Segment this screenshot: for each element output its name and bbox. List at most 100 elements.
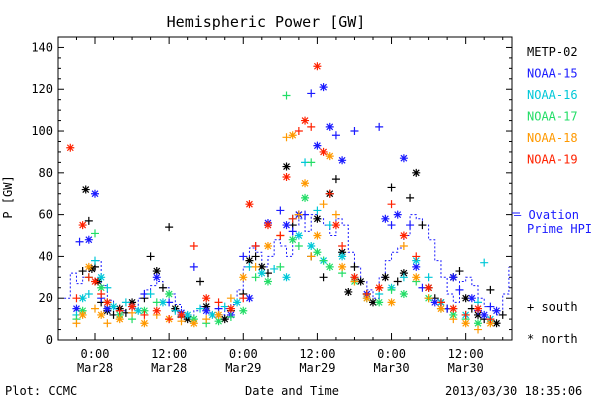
data-point-north — [412, 262, 421, 271]
data-point-north — [97, 283, 106, 292]
x-tick-date-label: Mar28 — [151, 361, 187, 375]
data-point-north — [78, 221, 87, 230]
data-point-north — [381, 214, 390, 223]
data-point-north — [486, 319, 495, 328]
data-point-south — [226, 313, 235, 322]
data-point-north — [84, 262, 93, 271]
data-point-north — [399, 231, 408, 240]
south-marker-label: + south — [527, 300, 578, 314]
x-tick-time-label: 12:00 — [448, 347, 484, 361]
data-point-north — [474, 319, 483, 328]
x-tick-date-label: Mar30 — [373, 361, 409, 375]
data-point-south — [202, 315, 211, 324]
data-point-north — [115, 315, 124, 324]
data-point-north — [467, 294, 476, 303]
data-point-south — [251, 262, 260, 271]
legend-entry-noaa-15: NOAA-15 — [527, 67, 578, 81]
legend: METP-02 NOAA-15 NOAA-16 NOAA-17 NOAA-18 NOAA-… — [512, 45, 578, 214]
data-point-south — [226, 294, 235, 303]
data-point-south — [276, 206, 285, 215]
data-point-south — [325, 189, 334, 198]
data-point-north — [239, 306, 248, 315]
data-point-north — [301, 193, 310, 202]
data-point-north — [288, 235, 297, 244]
data-point-north — [165, 290, 174, 299]
data-point-north — [282, 273, 291, 282]
data-point-north — [362, 294, 371, 303]
data-point-south — [455, 267, 464, 276]
data-point-north — [369, 298, 377, 307]
data-point-south — [140, 310, 149, 319]
data-point-north — [325, 262, 334, 271]
data-point-south — [424, 273, 433, 282]
data-point-south — [307, 122, 316, 131]
north-marker-label: * north — [527, 332, 578, 346]
legend-entry-noaa-19: NOAA-19 — [527, 153, 578, 167]
data-point-south — [418, 221, 427, 230]
data-point-north — [202, 306, 211, 315]
series-noaa-19 — [66, 62, 495, 324]
data-point-north — [344, 287, 353, 296]
data-point-south — [91, 229, 99, 238]
data-point-south — [270, 264, 279, 273]
plot-frame — [57, 36, 513, 341]
data-point-north — [128, 302, 137, 311]
data-point-north — [152, 273, 161, 282]
series-noaa-17 — [72, 91, 483, 328]
data-point-north — [84, 235, 93, 244]
data-point-south — [350, 127, 359, 136]
y-tick-label: 80 — [39, 166, 53, 180]
x-tick-date-label: Mar30 — [448, 361, 484, 375]
data-point-south — [480, 258, 489, 267]
x-tick-time-label: 12:00 — [151, 347, 187, 361]
series-noaa-18 — [72, 131, 495, 334]
data-point-south — [486, 302, 495, 311]
y-tick-label: 0 — [46, 333, 53, 347]
data-point-south — [84, 290, 93, 299]
data-point-north — [91, 277, 99, 286]
data-point-south — [393, 277, 402, 286]
data-point-north — [202, 302, 211, 311]
data-point-south — [399, 241, 408, 250]
data-point-south — [331, 131, 340, 140]
data-point-south — [84, 216, 93, 225]
data-point-south — [239, 252, 248, 261]
data-point-south — [338, 241, 347, 250]
data-point-south — [196, 277, 205, 286]
data-point-north — [245, 200, 254, 209]
legend-entry-noaa-18: NOAA-18 — [527, 131, 578, 145]
data-point-north — [461, 294, 470, 303]
data-point-north — [307, 241, 316, 250]
data-point-north — [313, 231, 322, 240]
data-point-south — [486, 285, 495, 294]
data-point-south — [91, 304, 99, 313]
data-point-north — [115, 310, 124, 319]
x-axis-label: Date and Time — [245, 384, 339, 398]
data-point-south — [251, 241, 260, 250]
data-point-north — [492, 306, 501, 315]
data-point-south — [319, 200, 328, 209]
y-tick-label: 20 — [39, 291, 53, 305]
data-point-south — [498, 310, 507, 319]
data-point-south — [455, 285, 464, 294]
data-point-north — [189, 319, 198, 328]
data-point-north — [492, 319, 501, 328]
data-point-north — [263, 241, 272, 250]
data-point-south — [276, 262, 285, 271]
data-point-south — [121, 298, 130, 307]
data-point-south — [424, 294, 433, 303]
x-tick-time-label: 0:00 — [81, 347, 110, 361]
data-point-north — [103, 298, 112, 307]
data-point-north — [128, 298, 137, 307]
data-point-north — [220, 315, 229, 324]
data-point-north — [325, 152, 334, 161]
data-point-south — [171, 306, 180, 315]
data-point-north — [140, 319, 149, 328]
data-point-north — [375, 298, 384, 307]
data-point-north — [103, 304, 112, 313]
data-point-south — [97, 290, 106, 299]
data-point-north — [189, 315, 198, 324]
data-point-south — [91, 256, 99, 265]
y-tick-label: 120 — [31, 82, 53, 96]
data-point-north — [338, 252, 347, 261]
